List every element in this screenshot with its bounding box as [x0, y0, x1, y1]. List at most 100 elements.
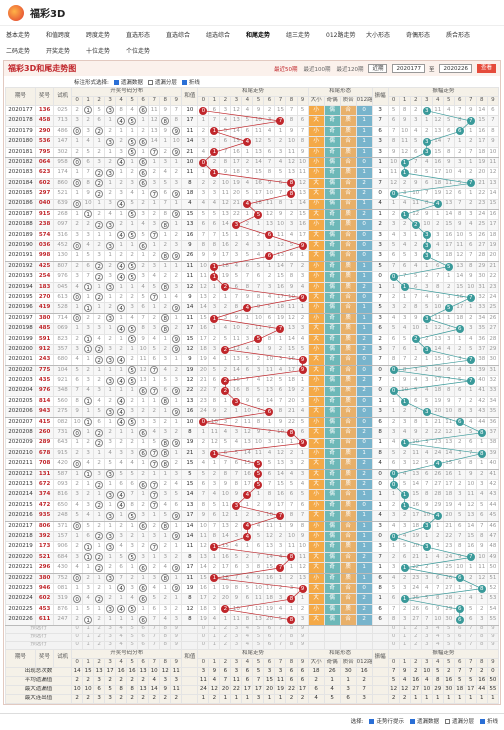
- predict-digit[interactable]: 6: [263, 632, 276, 642]
- predict-digit[interactable]: 4: [431, 640, 444, 650]
- predict-digit[interactable]: 8: [159, 624, 172, 634]
- predict-digit[interactable]: 8: [285, 624, 298, 634]
- predict-digit[interactable]: 9: [486, 624, 500, 634]
- predict-digit[interactable]: 3: [420, 624, 433, 634]
- predict-digit[interactable]: 4: [115, 640, 128, 650]
- range-link[interactable]: 最近50期: [273, 66, 298, 73]
- predict-digit[interactable]: 1: [208, 624, 221, 634]
- predict-digit[interactable]: 4: [241, 640, 254, 650]
- predict-digit[interactable]: 2: [219, 640, 232, 650]
- from-input[interactable]: 2020177: [392, 64, 425, 73]
- option-item[interactable]: 遗漏数据: [409, 717, 439, 725]
- option-item[interactable]: 遗漏分层: [444, 717, 474, 725]
- range-link[interactable]: 最近100期: [303, 66, 331, 73]
- predict-digit[interactable]: 4: [241, 624, 254, 634]
- predict-digit[interactable]: 4: [115, 624, 128, 634]
- predict-digit[interactable]: 3: [230, 640, 243, 650]
- predict-digit[interactable]: 6: [137, 640, 150, 650]
- nav-link[interactable]: 和尾走势: [246, 32, 271, 39]
- checkbox[interactable]: [409, 718, 415, 724]
- predict-digit[interactable]: 2: [93, 640, 106, 650]
- predict-digit[interactable]: 6: [453, 624, 466, 634]
- predict-digit[interactable]: 9: [170, 624, 183, 634]
- period-select[interactable]: 近期: [368, 64, 388, 73]
- nav-link[interactable]: 组三走势: [286, 32, 311, 39]
- nav-link[interactable]: 个位走势: [126, 48, 151, 55]
- predict-digit[interactable]: 8: [159, 640, 172, 650]
- predict-digit[interactable]: 4: [115, 632, 128, 642]
- predict-digit[interactable]: 4: [431, 624, 444, 634]
- predict-digit[interactable]: 0: [71, 632, 84, 642]
- predict-digit[interactable]: 3: [104, 632, 117, 642]
- predict-digit[interactable]: 0: [71, 640, 84, 650]
- predict-digit[interactable]: 2: [409, 624, 422, 634]
- predict-digit[interactable]: 7: [464, 640, 477, 650]
- predict-digit[interactable]: 0: [387, 640, 400, 650]
- predict-digit[interactable]: 9: [486, 632, 500, 642]
- checkbox[interactable]: [113, 79, 119, 85]
- predict-digit[interactable]: 7: [464, 632, 477, 642]
- predict-digit[interactable]: 8: [285, 640, 298, 650]
- checkbox[interactable]: [181, 79, 187, 85]
- predict-digit[interactable]: 1: [208, 640, 221, 650]
- predict-digit[interactable]: 1: [82, 632, 95, 642]
- view-button[interactable]: 查看: [476, 64, 496, 73]
- predict-digit[interactable]: 7: [274, 624, 287, 634]
- nav-link[interactable]: 奇偶形态: [406, 32, 431, 39]
- range-link[interactable]: 最近120期: [336, 66, 364, 73]
- predict-digit[interactable]: 8: [475, 640, 488, 650]
- predict-digit[interactable]: 9: [170, 632, 183, 642]
- predict-digit[interactable]: 5: [252, 640, 265, 650]
- predict-digit[interactable]: 7: [148, 632, 161, 642]
- predict-digit[interactable]: 3: [230, 632, 243, 642]
- predict-digit[interactable]: 9: [296, 640, 309, 650]
- predict-digit[interactable]: 9: [170, 640, 183, 650]
- predict-digit[interactable]: 1: [398, 624, 411, 634]
- predict-digit[interactable]: 3: [104, 640, 117, 650]
- predict-digit[interactable]: 6: [137, 624, 150, 634]
- checkbox[interactable]: [147, 79, 153, 85]
- predict-digit[interactable]: 9: [296, 632, 309, 642]
- predict-digit[interactable]: 5: [442, 640, 455, 650]
- predict-digit[interactable]: 0: [387, 624, 400, 634]
- predict-digit[interactable]: 3: [104, 624, 117, 634]
- predict-digit[interactable]: 8: [159, 632, 172, 642]
- predict-digit[interactable]: 7: [274, 640, 287, 650]
- option-item[interactable]: 遗漏数据: [113, 78, 143, 86]
- predict-digit[interactable]: 6: [453, 640, 466, 650]
- predict-digit[interactable]: 7: [464, 624, 477, 634]
- option-item[interactable]: 遗漏分层: [147, 78, 177, 86]
- predict-digit[interactable]: 9: [296, 624, 309, 634]
- predict-digit[interactable]: 6: [453, 632, 466, 642]
- nav-link[interactable]: 十位走势: [86, 48, 111, 55]
- nav-link[interactable]: 012路走势: [326, 32, 356, 39]
- predict-digit[interactable]: 8: [475, 632, 488, 642]
- nav-link[interactable]: 开奖走势: [46, 48, 71, 55]
- predict-digit[interactable]: 2: [93, 632, 106, 642]
- predict-digit[interactable]: 4: [241, 632, 254, 642]
- nav-link[interactable]: 直选形态: [126, 32, 151, 39]
- nav-link[interactable]: 跨度走势: [86, 32, 111, 39]
- option-item[interactable]: 折线: [181, 78, 200, 86]
- predict-digit[interactable]: 0: [387, 632, 400, 642]
- predict-digit[interactable]: 5: [126, 624, 139, 634]
- nav-link[interactable]: 质合形态: [446, 32, 471, 39]
- predict-digit[interactable]: 2: [219, 632, 232, 642]
- predict-digit[interactable]: 5: [126, 632, 139, 642]
- nav-link[interactable]: 大小形态: [366, 32, 391, 39]
- nav-link[interactable]: 和值跨度: [46, 32, 71, 39]
- predict-digit[interactable]: 6: [263, 640, 276, 650]
- predict-digit[interactable]: 1: [208, 632, 221, 642]
- predict-digit[interactable]: 5: [442, 624, 455, 634]
- predict-digit[interactable]: 0: [71, 624, 84, 634]
- nav-link[interactable]: 组选综合: [206, 32, 231, 39]
- predict-digit[interactable]: 1: [82, 624, 95, 634]
- predict-digit[interactable]: 7: [274, 632, 287, 642]
- predict-digit[interactable]: 8: [475, 624, 488, 634]
- predict-digit[interactable]: 0: [197, 632, 210, 642]
- nav-link[interactable]: 直选综合: [166, 32, 191, 39]
- predict-digit[interactable]: 5: [252, 624, 265, 634]
- nav-link[interactable]: 基本走势: [6, 32, 31, 39]
- predict-digit[interactable]: 7: [148, 640, 161, 650]
- predict-digit[interactable]: 5: [126, 640, 139, 650]
